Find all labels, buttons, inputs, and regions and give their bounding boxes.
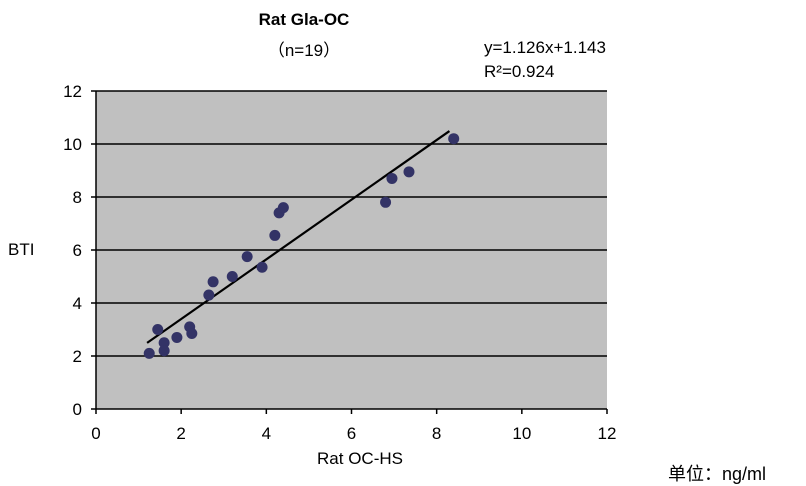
y-tick-label-12: 12 (63, 82, 82, 101)
data-point-19 (448, 133, 460, 145)
x-tick-label-4: 4 (262, 424, 271, 443)
x-tick-label-10: 10 (512, 424, 531, 443)
regression-line (146, 130, 451, 344)
data-point-10 (226, 271, 238, 282)
y-axis-label: BTI (8, 240, 35, 259)
data-point-17 (386, 172, 398, 184)
data-point-2 (152, 324, 164, 335)
unit-note: 单位：ng/ml (668, 464, 767, 484)
y-tick-label-2: 2 (73, 347, 82, 366)
data-point-3 (158, 337, 170, 349)
data-point-1 (143, 347, 155, 359)
data-point-13 (269, 229, 281, 241)
y-tick-label-0: 0 (73, 400, 82, 419)
x-tick-label-8: 8 (432, 424, 441, 443)
y-tick-label-6: 6 (73, 241, 82, 260)
x-tick-label-2: 2 (176, 424, 185, 443)
data-point-8 (203, 289, 215, 301)
data-point-18 (403, 166, 415, 178)
chart-title: Rat Gla-OC (258, 10, 350, 29)
data-point-12 (256, 261, 268, 273)
data-point-11 (241, 251, 253, 263)
regression-equation: y=1.126x+1.143 (484, 38, 606, 57)
data-point-5 (171, 331, 183, 343)
regression-r2: R²=0.924 (484, 62, 555, 81)
data-point-4 (158, 345, 170, 357)
y-tick-label-8: 8 (73, 188, 82, 207)
data-point-15 (277, 202, 289, 214)
x-tick-label-0: 0 (91, 424, 100, 443)
data-point-16 (380, 196, 392, 208)
data-point-9 (207, 276, 219, 288)
y-tick-label-4: 4 (73, 294, 82, 313)
x-axis-label: Rat OC-HS (317, 449, 403, 468)
y-tick-label-10: 10 (63, 135, 82, 154)
chart-subtitle: （n=19） (267, 41, 341, 60)
x-tick-label-12: 12 (598, 424, 617, 443)
x-tick-label-6: 6 (347, 424, 356, 443)
data-point-7 (186, 327, 198, 339)
